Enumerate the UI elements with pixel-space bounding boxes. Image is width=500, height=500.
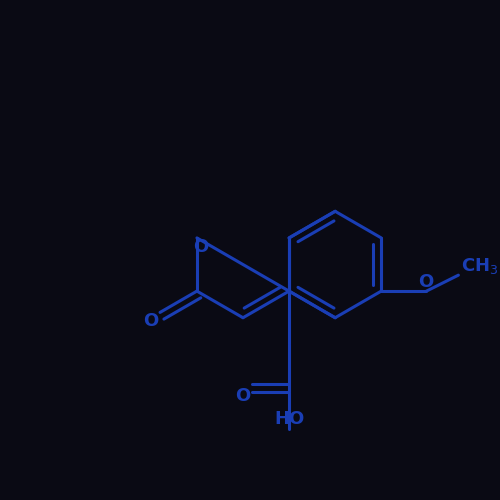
Text: O: O	[142, 312, 158, 330]
Text: CH$_3$: CH$_3$	[462, 256, 499, 276]
Text: O: O	[418, 274, 433, 291]
Text: O: O	[236, 387, 250, 405]
Text: HO: HO	[274, 410, 304, 428]
Text: O: O	[193, 238, 208, 256]
